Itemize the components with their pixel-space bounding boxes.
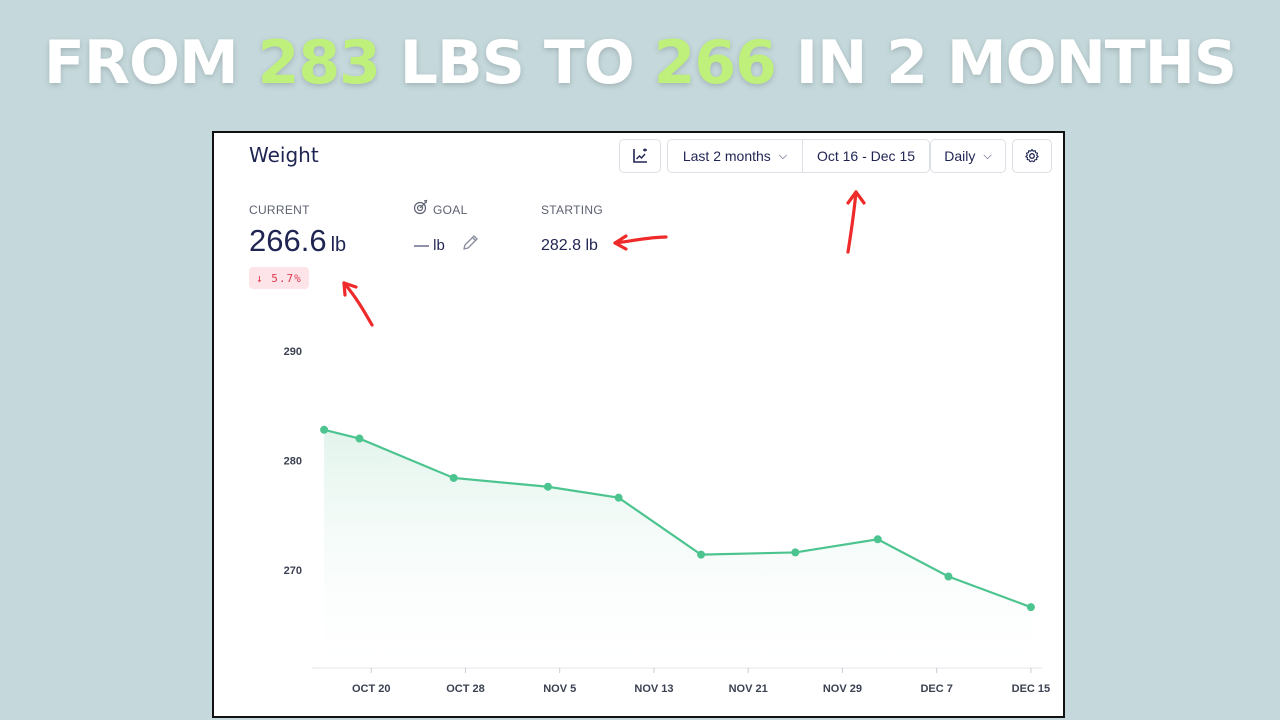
headline-text-1: FROM [43,28,258,98]
chart-add-icon [633,148,647,163]
x-tick-label: OCT 28 [446,683,485,695]
headline-start-weight: 283 [257,28,381,98]
y-tick-label: 270 [284,565,302,577]
target-icon [413,199,428,215]
y-tick-label: 280 [284,455,302,467]
weight-chart: OCT 20 OCT 28 NOV 5 NOV 13 NOV 21 NOV 29 DEC 7… [284,346,1051,695]
x-tick-label: NOV 29 [823,683,862,695]
data-point [614,493,623,502]
chevron-down-icon: ⌵ [778,149,788,162]
range-label: Last 2 months [682,148,771,164]
current-label: CURRENT [249,203,310,217]
headline-end-weight: 266 [653,28,777,98]
data-point [697,550,706,559]
add-chart-button[interactable] [619,139,661,173]
gear-icon [1025,148,1039,163]
interval-select[interactable]: Daily ⌵ [930,139,1006,173]
x-tick-label: OCT 20 [352,683,391,695]
x-tick-label: DEC 15 [1012,683,1051,695]
x-tick-label: NOV 13 [634,683,673,695]
data-point [944,572,953,581]
edit-goal-icon[interactable] [460,233,480,253]
range-select[interactable]: Last 2 months ⌵ [667,139,803,173]
current-weight: 266.6 lb [249,223,346,259]
x-tick-label: DEC 7 [920,683,952,695]
series-line [323,428,1032,609]
date-range-button[interactable]: Oct 16 - Dec 15 [802,139,930,173]
panel-title: Weight [249,143,319,167]
starting-label: STARTING [541,203,603,217]
toolbar: Last 2 months ⌵ Oct 16 - Dec 15 Daily ⌵ [619,139,1052,173]
chevron-down-icon: ⌵ [983,149,992,162]
starting-value: 282.8 lb [541,237,598,254]
data-point [873,535,882,544]
headline: FROM 283 LBS TO 266 IN 2 MONTHS [0,28,1280,98]
headline-text-2: LBS TO [379,28,654,98]
data-point [355,434,364,443]
goal-value: — lb [414,237,445,254]
data-point [1026,603,1035,612]
data-point [449,473,458,482]
x-tick-label: NOV 5 [543,683,576,695]
x-tick-label: NOV 21 [729,683,768,695]
change-badge: ↓ 5.7% [249,267,309,289]
interval-label: Daily [944,148,976,164]
settings-button[interactable] [1012,139,1052,173]
data-point [791,548,800,557]
data-point [543,482,552,491]
series-area [324,429,1031,668]
weight-panel: Weight Last 2 months ⌵ Oct 16 - Dec 15 D… [212,131,1065,718]
y-tick-label: 290 [284,346,302,358]
data-point [320,425,329,434]
headline-text-3: IN 2 MONTHS [775,28,1237,98]
goal-label: GOAL [433,203,468,217]
current-value: 266.6 [249,223,327,258]
date-range-label: Oct 16 - Dec 15 [816,148,916,164]
current-unit: lb [330,234,347,256]
